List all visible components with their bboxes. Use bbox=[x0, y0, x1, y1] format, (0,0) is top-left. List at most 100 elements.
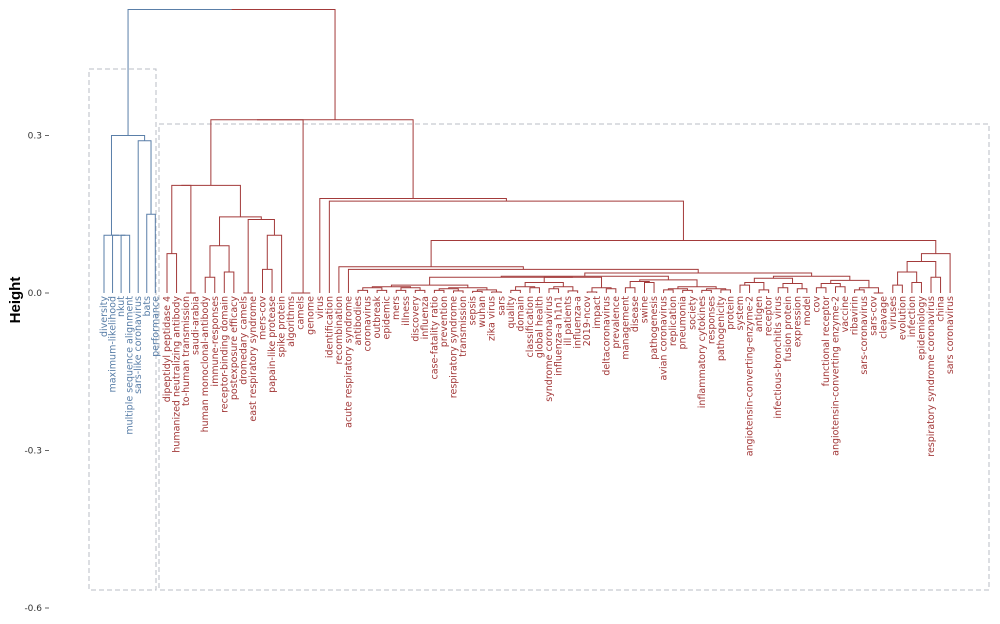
cluster-box-1 bbox=[88, 68, 157, 591]
dendrogram-link bbox=[262, 268, 273, 293]
leaf-label: diversity bbox=[99, 296, 110, 337]
leaf-label: prevention bbox=[439, 296, 450, 347]
leaf-label: east respiratory syndrome bbox=[248, 296, 259, 422]
dendrogram-link bbox=[529, 287, 540, 293]
leaf-label: ribavirin bbox=[850, 296, 861, 335]
leaf-label: immune-responses bbox=[210, 296, 221, 387]
leaf-label: transmission bbox=[458, 296, 469, 357]
leaf-label: fusion protein bbox=[783, 296, 794, 362]
leaf-label: zika virus bbox=[487, 296, 498, 341]
dendrogram-link bbox=[328, 200, 684, 293]
dendrogram-link bbox=[624, 287, 636, 293]
dendrogram-link bbox=[319, 198, 507, 293]
dendrogram-link bbox=[835, 286, 846, 293]
leaf-label: avian coronavirus bbox=[659, 296, 670, 381]
leaf-label: receptor bbox=[764, 296, 775, 336]
leaf-label: ill patients bbox=[563, 296, 574, 346]
dendrogram-link bbox=[127, 9, 232, 136]
dendrogram-link bbox=[146, 213, 156, 293]
dendrogram-link bbox=[701, 289, 712, 293]
dendrogram-link bbox=[858, 287, 879, 293]
y-tick-label: 0.3 bbox=[28, 132, 42, 142]
dendrogram-link bbox=[210, 119, 304, 293]
leaf-label: sars bbox=[496, 296, 507, 316]
leaf-label: china bbox=[936, 296, 947, 322]
leaf-label: identification bbox=[324, 296, 335, 358]
y-axis: -0.6 -0.3 0.0 0.3 bbox=[24, 132, 49, 614]
dendrogram-link bbox=[663, 289, 674, 293]
dendrogram-link bbox=[166, 253, 178, 293]
leaf-label: antigen bbox=[754, 296, 765, 332]
leaf-label: nkut bbox=[116, 296, 127, 317]
leaf-label: replication bbox=[668, 296, 679, 346]
dendrogram-link bbox=[524, 282, 564, 287]
leaf-label: humanized neutralizing antibody bbox=[172, 296, 183, 453]
leaf-label: sars-like coronavirus bbox=[133, 296, 144, 394]
leaf-label: performance bbox=[150, 296, 161, 357]
leaf-label: case-fatality ratio bbox=[429, 296, 440, 380]
leaf-label: recombination bbox=[334, 296, 345, 365]
leaf-label: sars coronavirus bbox=[945, 296, 956, 374]
leaf-label: camels bbox=[296, 296, 307, 330]
dendrogram-link bbox=[777, 287, 789, 293]
leaf-label: protein bbox=[725, 296, 736, 330]
leaf-label: infection bbox=[907, 296, 918, 337]
leaf-label: swine bbox=[640, 296, 651, 323]
leaf-label: cleavage bbox=[878, 296, 889, 339]
leaf-label: coronavirus bbox=[363, 296, 374, 352]
leaf-label: model bbox=[802, 296, 813, 326]
leaf-label: infectious-bronchitis virus bbox=[773, 296, 784, 419]
dendrogram-link bbox=[256, 119, 414, 199]
dendrogram-link bbox=[112, 234, 126, 293]
dendrogram-link bbox=[682, 289, 693, 293]
leaf-label: mers bbox=[391, 296, 402, 320]
dendrogram-link bbox=[472, 290, 483, 293]
dendrogram-link bbox=[854, 289, 865, 293]
leaf-label: epidemiology bbox=[916, 296, 927, 361]
leaf-label: quality bbox=[506, 296, 517, 329]
leaf-label: society bbox=[687, 296, 698, 330]
leaf-label: angiotensin-converting enzyme-2 bbox=[831, 296, 842, 456]
leaf-label: 2019-ncov bbox=[582, 296, 593, 347]
dendrogram-link bbox=[219, 216, 262, 246]
leaf-label: outbreak bbox=[372, 296, 383, 339]
dendrogram-link bbox=[430, 240, 937, 267]
leaf-label: management bbox=[620, 296, 631, 360]
dendrogram-link bbox=[338, 266, 524, 293]
leaf-label: mers-cov bbox=[258, 296, 269, 340]
dendrogram-link bbox=[815, 287, 827, 293]
dendrogram-link bbox=[181, 184, 241, 217]
leaf-label: system bbox=[735, 296, 746, 330]
dendrogram-link bbox=[739, 284, 751, 293]
y-axis-title: Height bbox=[7, 277, 24, 324]
dendrogram-link bbox=[906, 261, 937, 278]
leaf-label: inflammatory cytokines bbox=[697, 296, 708, 408]
leaf-label: saudi-arabia bbox=[191, 296, 202, 355]
leaf-label: virus bbox=[315, 296, 326, 319]
leaf-label: pathogenesis bbox=[649, 296, 660, 360]
leaf-label: influenza-a bbox=[573, 296, 584, 349]
leaf-label: papain-like protease bbox=[267, 296, 278, 393]
leaf-label: prevalence bbox=[611, 296, 622, 349]
leaf-label: deltacoronavirus bbox=[601, 296, 612, 376]
leaf-label: human monoclonal-antibody bbox=[200, 296, 211, 433]
dendrogram-link bbox=[892, 284, 903, 293]
leaf-label: discovery bbox=[410, 296, 421, 342]
leaf-label: maximum-likelihood bbox=[108, 296, 119, 393]
dendrogram-link bbox=[897, 271, 918, 286]
cluster-boxes bbox=[88, 68, 990, 591]
leaf-label: impact bbox=[592, 296, 603, 329]
leaf-label: dipeptidyl peptidase 4 bbox=[162, 296, 173, 402]
dendrogram-link bbox=[209, 245, 230, 278]
leaf-label: cov bbox=[811, 296, 822, 313]
leaf-label: influenza bbox=[420, 296, 431, 339]
leaf-label: viruses bbox=[888, 296, 899, 330]
dendrogram-link bbox=[429, 276, 573, 286]
dendrogram-link bbox=[644, 282, 655, 293]
leaf-label: classification bbox=[525, 296, 536, 357]
leaf-label: multiple sequence alignment bbox=[125, 296, 136, 435]
leaf-label: sars-cov bbox=[869, 296, 880, 336]
leaf-label: respiratory syndrome coronavirus bbox=[926, 296, 937, 457]
leaf-label: illness bbox=[401, 296, 412, 326]
